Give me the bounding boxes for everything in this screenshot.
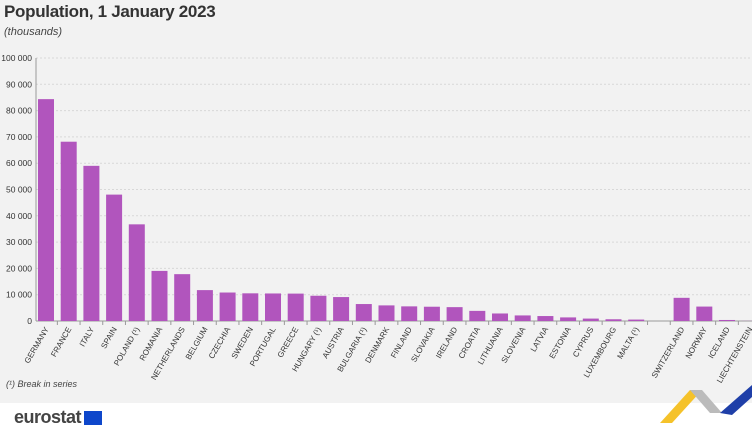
bar [106, 195, 122, 321]
x-tick-label: GREECE [276, 326, 301, 360]
x-tick-label: CZECHIA [207, 325, 233, 360]
x-tick-label: SWEDEN [230, 325, 255, 360]
x-tick-label: CYPRUS [571, 326, 595, 359]
bar [537, 316, 553, 321]
eurostat-logo: eurostat [14, 407, 81, 428]
x-tick-label: ITALY [78, 325, 97, 348]
y-tick-label: 20 000 [6, 263, 32, 273]
bar [401, 306, 417, 321]
x-tick-label: FRANCE [49, 326, 73, 359]
bar [174, 274, 190, 321]
bar [310, 296, 326, 321]
bar [492, 313, 508, 321]
bar [424, 307, 440, 321]
bar [129, 224, 145, 321]
x-tick-label: SPAIN [99, 325, 119, 350]
y-tick-label: 30 000 [6, 237, 32, 247]
y-tick-label: 0 [27, 316, 32, 326]
footnote: (¹) Break in series [6, 379, 77, 389]
y-tick-label: 70 000 [6, 132, 32, 142]
x-tick-label: CROATIA [457, 325, 483, 360]
x-tick-label: ESTONIA [548, 325, 574, 360]
bar [606, 319, 622, 321]
bar [719, 320, 735, 321]
y-tick-label: 40 000 [6, 211, 32, 221]
y-tick-label: 60 000 [6, 158, 32, 168]
y-tick-label: 100 000 [1, 53, 32, 63]
bar [379, 305, 395, 321]
x-tick-label: BELGIUM [184, 325, 210, 361]
x-tick-label: LATVIA [529, 325, 551, 353]
x-tick-label: GERMANY [23, 325, 51, 365]
bar [515, 315, 531, 321]
bar [447, 307, 463, 321]
decorative-stripes [660, 385, 752, 423]
y-tick-label: 50 000 [6, 185, 32, 195]
bar [469, 311, 485, 321]
bar [197, 290, 213, 321]
bar [696, 307, 712, 321]
x-tick-label: MALTA (¹) [616, 325, 642, 360]
bar [83, 166, 99, 321]
bar [583, 319, 599, 321]
x-tick-label: IRELAND [434, 325, 459, 360]
bar [628, 320, 644, 321]
x-tick-label: SWITZERLAND [650, 325, 687, 379]
bar [61, 142, 77, 321]
y-tick-label: 80 000 [6, 106, 32, 116]
bar [242, 293, 258, 321]
x-tick-label: NORWAY [684, 325, 710, 360]
bar [152, 271, 168, 321]
bar [220, 293, 236, 321]
bar [674, 298, 690, 321]
bar [38, 99, 54, 321]
x-tick-label: FINLAND [389, 325, 414, 359]
bar [333, 297, 349, 321]
bar [356, 304, 372, 321]
x-tick-label: ICELAND [707, 325, 732, 360]
bar [288, 294, 304, 321]
bar [560, 317, 576, 321]
y-tick-label: 10 000 [6, 290, 32, 300]
y-tick-label: 90 000 [6, 79, 32, 89]
x-tick-label: AUSTRIA [321, 325, 346, 360]
bar [265, 293, 281, 321]
